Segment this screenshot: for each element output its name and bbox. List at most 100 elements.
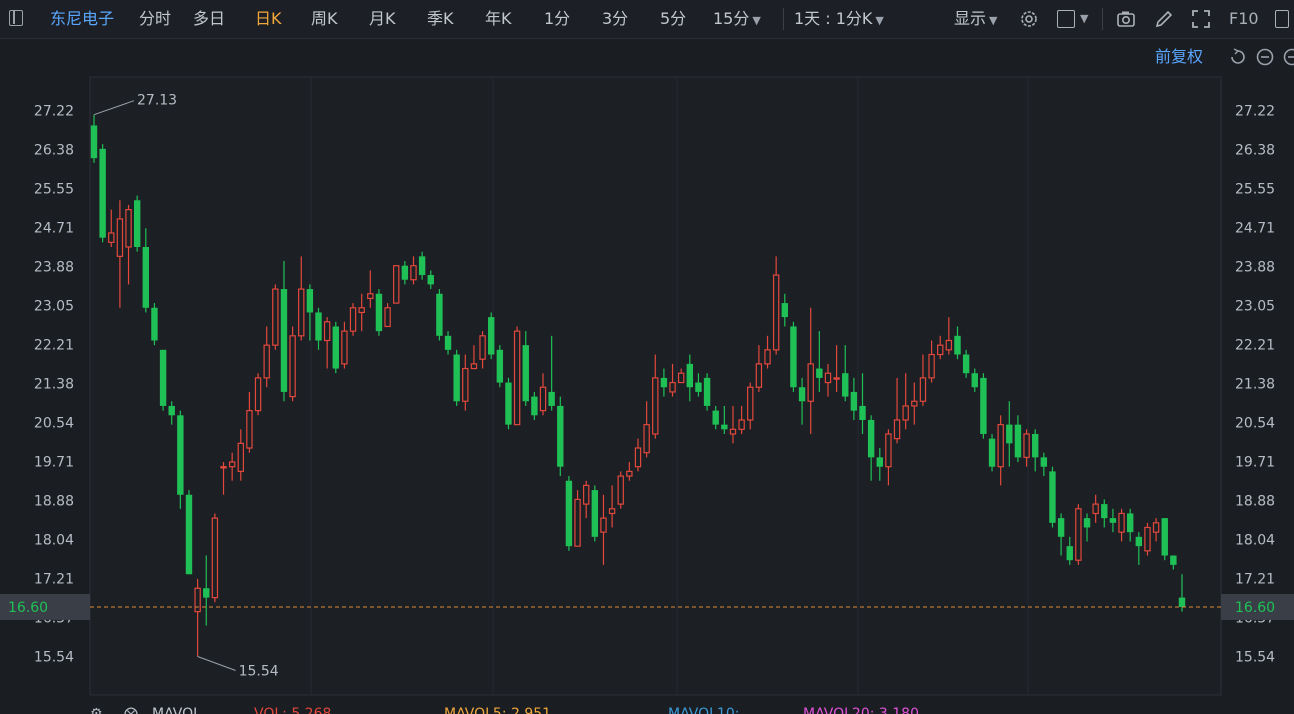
display-menu[interactable]: 显示 ▼ xyxy=(954,0,997,38)
candle[interactable] xyxy=(677,368,685,384)
candle[interactable] xyxy=(747,382,754,430)
candle[interactable] xyxy=(997,415,1004,486)
candle[interactable] xyxy=(919,354,927,406)
candle[interactable] xyxy=(988,433,996,472)
candle[interactable] xyxy=(1023,429,1030,467)
tab-week-k[interactable]: 周K xyxy=(311,9,338,28)
candle[interactable] xyxy=(928,340,935,383)
sidebar-toggle-icon[interactable] xyxy=(9,10,23,26)
candle[interactable] xyxy=(306,284,314,341)
candle[interactable] xyxy=(669,363,676,397)
candle[interactable] xyxy=(695,373,702,397)
gear-icon[interactable] xyxy=(1019,9,1039,29)
candle[interactable] xyxy=(99,144,106,243)
candle[interactable] xyxy=(427,270,434,290)
candle[interactable] xyxy=(133,195,141,252)
candle[interactable] xyxy=(729,405,737,444)
candle[interactable] xyxy=(824,363,832,397)
candle[interactable] xyxy=(522,331,529,406)
candle[interactable] xyxy=(712,405,719,430)
candle[interactable] xyxy=(1032,429,1039,472)
candle[interactable] xyxy=(1109,508,1117,533)
settings-icon[interactable]: ⚙ xyxy=(90,706,103,714)
tab-1min[interactable]: 1分 xyxy=(544,9,571,28)
stock-name[interactable]: 东尼电子 xyxy=(50,9,115,28)
candle[interactable] xyxy=(608,485,616,528)
candle[interactable] xyxy=(418,251,426,280)
candle[interactable] xyxy=(1178,574,1186,612)
candle[interactable] xyxy=(1049,466,1056,528)
candle[interactable] xyxy=(488,312,495,360)
candle[interactable] xyxy=(937,335,944,360)
candle[interactable] xyxy=(246,391,253,453)
candle[interactable] xyxy=(211,513,219,603)
candle[interactable] xyxy=(116,200,124,308)
candle[interactable] xyxy=(634,438,642,472)
candle[interactable] xyxy=(315,307,322,350)
camera-icon[interactable] xyxy=(1116,9,1136,29)
candle[interactable] xyxy=(1014,415,1022,463)
candle[interactable] xyxy=(902,373,909,430)
candle[interactable] xyxy=(108,209,115,247)
checkbox-icon[interactable] xyxy=(1057,10,1075,28)
candle[interactable] xyxy=(971,368,978,392)
candle[interactable] xyxy=(893,377,901,444)
candle[interactable] xyxy=(686,354,694,402)
candle[interactable] xyxy=(323,317,331,369)
candle[interactable] xyxy=(1152,518,1160,542)
candle[interactable] xyxy=(341,321,348,369)
candle[interactable] xyxy=(1066,536,1073,565)
candle[interactable] xyxy=(1075,504,1082,565)
candle[interactable] xyxy=(289,326,296,402)
candle[interactable] xyxy=(911,382,918,425)
tab-day-k[interactable]: 日K xyxy=(255,9,282,28)
candle[interactable] xyxy=(798,377,806,425)
candle[interactable] xyxy=(1118,508,1125,542)
candle[interactable] xyxy=(591,485,599,542)
candle[interactable] xyxy=(1101,499,1108,528)
candle[interactable] xyxy=(228,452,236,481)
candle[interactable] xyxy=(1170,555,1177,570)
candle[interactable] xyxy=(203,555,210,626)
candle[interactable] xyxy=(358,293,365,332)
candle[interactable] xyxy=(298,256,305,341)
candle[interactable] xyxy=(842,345,849,402)
candle[interactable] xyxy=(436,289,443,341)
candle[interactable] xyxy=(876,448,883,481)
candle[interactable] xyxy=(980,373,987,439)
candle[interactable] xyxy=(652,354,659,439)
tab-year-k[interactable]: 年K xyxy=(485,9,512,28)
candle[interactable] xyxy=(1083,513,1091,542)
candle[interactable] xyxy=(332,321,339,374)
candle[interactable] xyxy=(272,284,279,350)
candle[interactable] xyxy=(151,303,158,346)
candle[interactable] xyxy=(444,331,452,355)
candle[interactable] xyxy=(453,349,460,406)
candle[interactable] xyxy=(738,405,745,434)
candle[interactable] xyxy=(531,391,538,420)
candle[interactable] xyxy=(557,396,564,477)
zoom-out-icon[interactable] xyxy=(1256,48,1274,66)
panel-icon[interactable] xyxy=(1275,10,1289,28)
candle[interactable] xyxy=(790,321,797,392)
candle[interactable] xyxy=(807,307,814,434)
candle[interactable] xyxy=(764,335,771,369)
candle[interactable] xyxy=(816,331,823,392)
candle[interactable] xyxy=(833,345,840,392)
candle[interactable] xyxy=(755,345,763,392)
candle[interactable] xyxy=(263,326,270,388)
candle[interactable] xyxy=(393,265,400,304)
tab-3min[interactable]: 3分 xyxy=(602,9,629,28)
candle[interactable] xyxy=(1006,401,1013,467)
tab-month-k[interactable]: 月K xyxy=(369,9,396,28)
candlestick-chart[interactable]: 27.22 27.22 26.38 26.38 25.55 25.55 24.71 24.71… xyxy=(0,72,1294,700)
candle[interactable] xyxy=(703,373,711,411)
tab-15min[interactable]: 15分 ▼ xyxy=(713,0,761,38)
candle[interactable] xyxy=(375,289,383,336)
pencil-icon[interactable] xyxy=(1154,9,1174,29)
candle[interactable] xyxy=(721,405,728,434)
close-icon[interactable]: ⨂ xyxy=(124,706,138,714)
candle[interactable] xyxy=(168,401,175,425)
candle[interactable] xyxy=(867,415,875,481)
candle[interactable] xyxy=(859,373,866,434)
